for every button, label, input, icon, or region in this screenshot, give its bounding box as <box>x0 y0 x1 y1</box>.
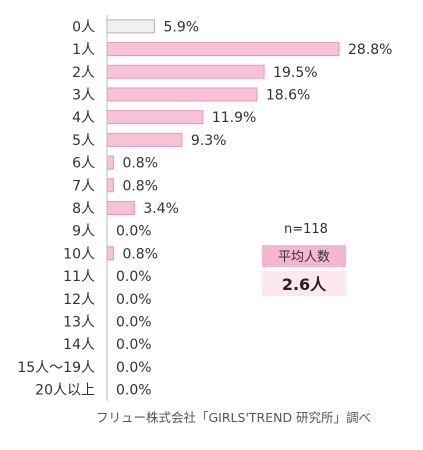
bar <box>106 87 258 102</box>
category-label: 15人～19人 <box>17 360 95 376</box>
category-label: 3人 <box>72 87 95 103</box>
category-label: 1人 <box>72 42 95 58</box>
bar <box>106 19 156 34</box>
average-value: 2.6人 <box>282 275 327 294</box>
value-label: 18.6% <box>266 87 310 103</box>
value-label: 0.0% <box>116 269 152 285</box>
value-label: 0.0% <box>116 337 152 353</box>
sample-size-label: n=118 <box>284 222 328 237</box>
value-label: 0.0% <box>116 383 152 399</box>
value-label: 0.8% <box>122 156 158 172</box>
bar <box>106 200 135 215</box>
category-label: 12人 <box>63 292 95 308</box>
category-label: 0人 <box>72 19 95 35</box>
average-label-background <box>262 245 346 267</box>
category-label: 10人 <box>63 246 95 262</box>
category-label: 2人 <box>72 65 95 81</box>
bar <box>106 155 114 170</box>
value-label: 19.5% <box>273 65 317 81</box>
average-label: 平均人数 <box>278 250 330 265</box>
category-label: 9人 <box>72 224 95 240</box>
category-label: 4人 <box>72 110 95 126</box>
category-label: 5人 <box>72 133 95 149</box>
category-label: 11人 <box>63 269 95 285</box>
category-label: 13人 <box>63 314 95 330</box>
category-label: 8人 <box>72 201 95 217</box>
bar <box>106 64 265 79</box>
value-label: 0.0% <box>116 292 152 308</box>
summary-box: n=118 平均人数 2.6人 <box>262 222 346 296</box>
bar <box>106 178 114 193</box>
bar <box>106 110 204 125</box>
average-value-background <box>262 271 346 296</box>
category-label: 6人 <box>72 156 95 172</box>
value-label: 0.8% <box>122 246 158 262</box>
value-label: 28.8% <box>348 42 392 58</box>
value-label: 0.0% <box>116 224 152 240</box>
bar <box>106 246 114 261</box>
value-label: 3.4% <box>143 201 179 217</box>
bar <box>106 42 340 57</box>
bar <box>106 132 183 147</box>
value-label: 11.9% <box>212 110 256 126</box>
category-label: 7人 <box>72 178 95 194</box>
value-label: 5.9% <box>164 19 200 35</box>
value-label: 0.0% <box>116 360 152 376</box>
value-label: 0.0% <box>116 314 152 330</box>
category-label: 20人以上 <box>35 383 95 399</box>
source-note: フリュー株式会社「GIRLS'TREND 研究所」調べ <box>96 410 372 425</box>
value-label: 9.3% <box>191 133 227 149</box>
value-label: 0.8% <box>122 178 158 194</box>
category-label: 14人 <box>63 337 95 353</box>
